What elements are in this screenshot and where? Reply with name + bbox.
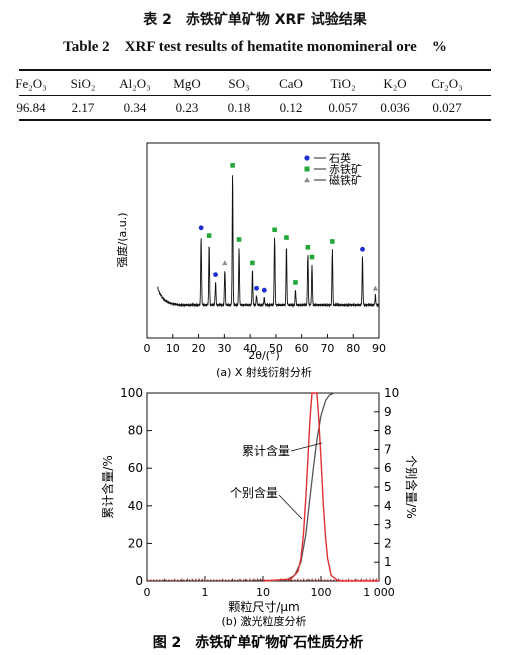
xrd-x-tick-label: 30	[217, 342, 231, 355]
quartz-peak-marker	[254, 285, 259, 291]
hematite-peak-marker	[236, 237, 242, 242]
hematite-peak-marker	[293, 280, 298, 285]
psd-caption: (b) 激光粒度分析	[221, 614, 306, 628]
table-mid-rule	[19, 95, 491, 96]
psd-y-tick-label-left: 60	[128, 461, 143, 475]
table-header-cell: SO₃	[228, 76, 250, 91]
table-header-cell: TiO₂	[330, 76, 356, 91]
hematite-peak-marker	[305, 245, 311, 250]
psd-y-label-right: 个别含量/%	[404, 455, 419, 518]
psd-y-tick-label-left: 40	[128, 499, 143, 513]
table-value-cell: 0.027	[432, 100, 462, 115]
xrd-x-tick-label: 10	[166, 342, 180, 355]
table-title-cn: 表 2 赤铁矿单矿物 XRF 试验结果	[143, 12, 367, 28]
psd-y-tick-label-right: 8	[384, 424, 392, 438]
quartz-peak-marker	[198, 225, 204, 231]
magnetite-peak-marker	[222, 260, 228, 266]
psd-y-tick-label-right: 4	[384, 499, 392, 513]
xrd-x-tick-label: 70	[320, 342, 334, 355]
annotation-individual: 个别含量	[230, 485, 278, 500]
hematite-peak-marker	[284, 235, 289, 240]
table-value-cell: 96.84	[16, 100, 46, 115]
series-individual-line	[262, 392, 379, 582]
table-header-cell: MgO	[173, 76, 201, 91]
legend-quartz-label: 石英	[329, 151, 351, 165]
psd-x-tick-label: 10	[256, 586, 270, 599]
hematite-peak-marker	[330, 239, 335, 244]
table-header-cell: K₂O	[383, 76, 407, 91]
psd-x-tick-label: 1	[202, 586, 209, 599]
table-value-cell: 0.12	[279, 100, 303, 115]
psd-y-tick-label-left: 100	[120, 386, 143, 400]
table-value-cell: 0.23	[175, 100, 199, 115]
xrd-x-tick-label: 40	[243, 342, 257, 355]
psd-y-tick-label-right: 7	[384, 442, 392, 456]
hematite-peak-marker	[272, 227, 277, 233]
quartz-peak-marker	[213, 272, 218, 277]
psd-x-tick-label: 0	[144, 586, 151, 599]
table-title-en: Table 2 XRF test results of hematite mon…	[63, 39, 447, 55]
xrd-x-label: 2θ/(°)	[248, 349, 280, 362]
annotation-individual-arrow	[278, 494, 303, 520]
hematite-peak-marker	[309, 254, 315, 260]
quartz-peak-marker	[360, 246, 365, 252]
psd-y-tick-label-right: 0	[384, 574, 392, 588]
xrd-x-tick-label: 90	[372, 342, 386, 355]
psd-x-tick-label: 1 000	[363, 586, 395, 599]
magnetite-peak-marker	[372, 285, 378, 291]
legend-hematite-marker	[304, 166, 310, 172]
legend-magnetite-marker	[304, 177, 310, 183]
psd-y-tick-label-right: 2	[384, 536, 392, 550]
psd-y-tick-label-right: 6	[384, 461, 392, 475]
table-header-cell: Al₂O₃	[119, 76, 151, 91]
xrd-x-tick-label: 20	[192, 342, 206, 355]
table-value-cell: 0.18	[227, 100, 251, 115]
table-value-cell: 0.036	[380, 100, 410, 115]
xrd-x-tick-label: 80	[346, 342, 360, 355]
table-value-cell: 0.057	[328, 100, 358, 115]
xrd-x-tick-label: 60	[295, 342, 309, 355]
psd-y-tick-label-right: 3	[384, 518, 392, 532]
table-header-cell: CaO	[279, 76, 303, 91]
table-header-cell: SiO₂	[70, 76, 96, 91]
xrd-caption: (a) X 射线衍射分析	[216, 365, 312, 379]
psd-x-label: 颗粒尺寸/μm	[228, 599, 299, 614]
xrd-plot-frame	[146, 142, 380, 339]
table-bottom-rule	[19, 119, 491, 121]
xrd-y-label: 强度/(a.u.)	[115, 213, 129, 268]
table-header-cell: Fe₂O₃	[15, 76, 47, 91]
psd-y-tick-label-left: 0	[135, 574, 143, 588]
psd-y-label-left: 累计含量/%	[100, 455, 115, 518]
hematite-peak-marker	[250, 260, 255, 266]
quartz-peak-marker	[261, 287, 267, 293]
legend-hematite-label: 赤铁矿	[329, 163, 362, 176]
legend-quartz-marker	[304, 155, 310, 161]
table-header-cell: Cr₂O₃	[431, 76, 463, 91]
legend-magnetite-label: 磁铁矿	[329, 174, 362, 187]
psd-y-tick-label-right: 10	[384, 386, 399, 400]
psd-y-tick-label-left: 20	[128, 536, 143, 550]
psd-y-tick-label-right: 1	[384, 555, 392, 569]
figure-caption: 图 2 赤铁矿单矿物矿石性质分析	[153, 634, 364, 651]
xrd-x-tick-label: 0	[144, 342, 151, 355]
table-value-cell: 0.34	[123, 100, 147, 115]
psd-x-tick-label: 100	[311, 586, 332, 599]
hematite-peak-marker	[230, 163, 235, 168]
table-top-rule	[19, 69, 491, 71]
annotation-cumulative-arrow	[290, 442, 323, 452]
annotation-cumulative: 累计含量	[242, 443, 290, 458]
xrd-pattern-line	[157, 175, 380, 308]
psd-y-tick-label-left: 80	[128, 424, 143, 438]
xrd-x-tick-label: 50	[269, 342, 283, 355]
hematite-peak-marker	[206, 233, 212, 238]
series-cumulative-line	[262, 392, 379, 582]
psd-y-tick-label-right: 5	[384, 480, 392, 494]
psd-y-tick-label-right: 9	[384, 405, 392, 419]
table-value-cell: 2.17	[71, 100, 95, 115]
